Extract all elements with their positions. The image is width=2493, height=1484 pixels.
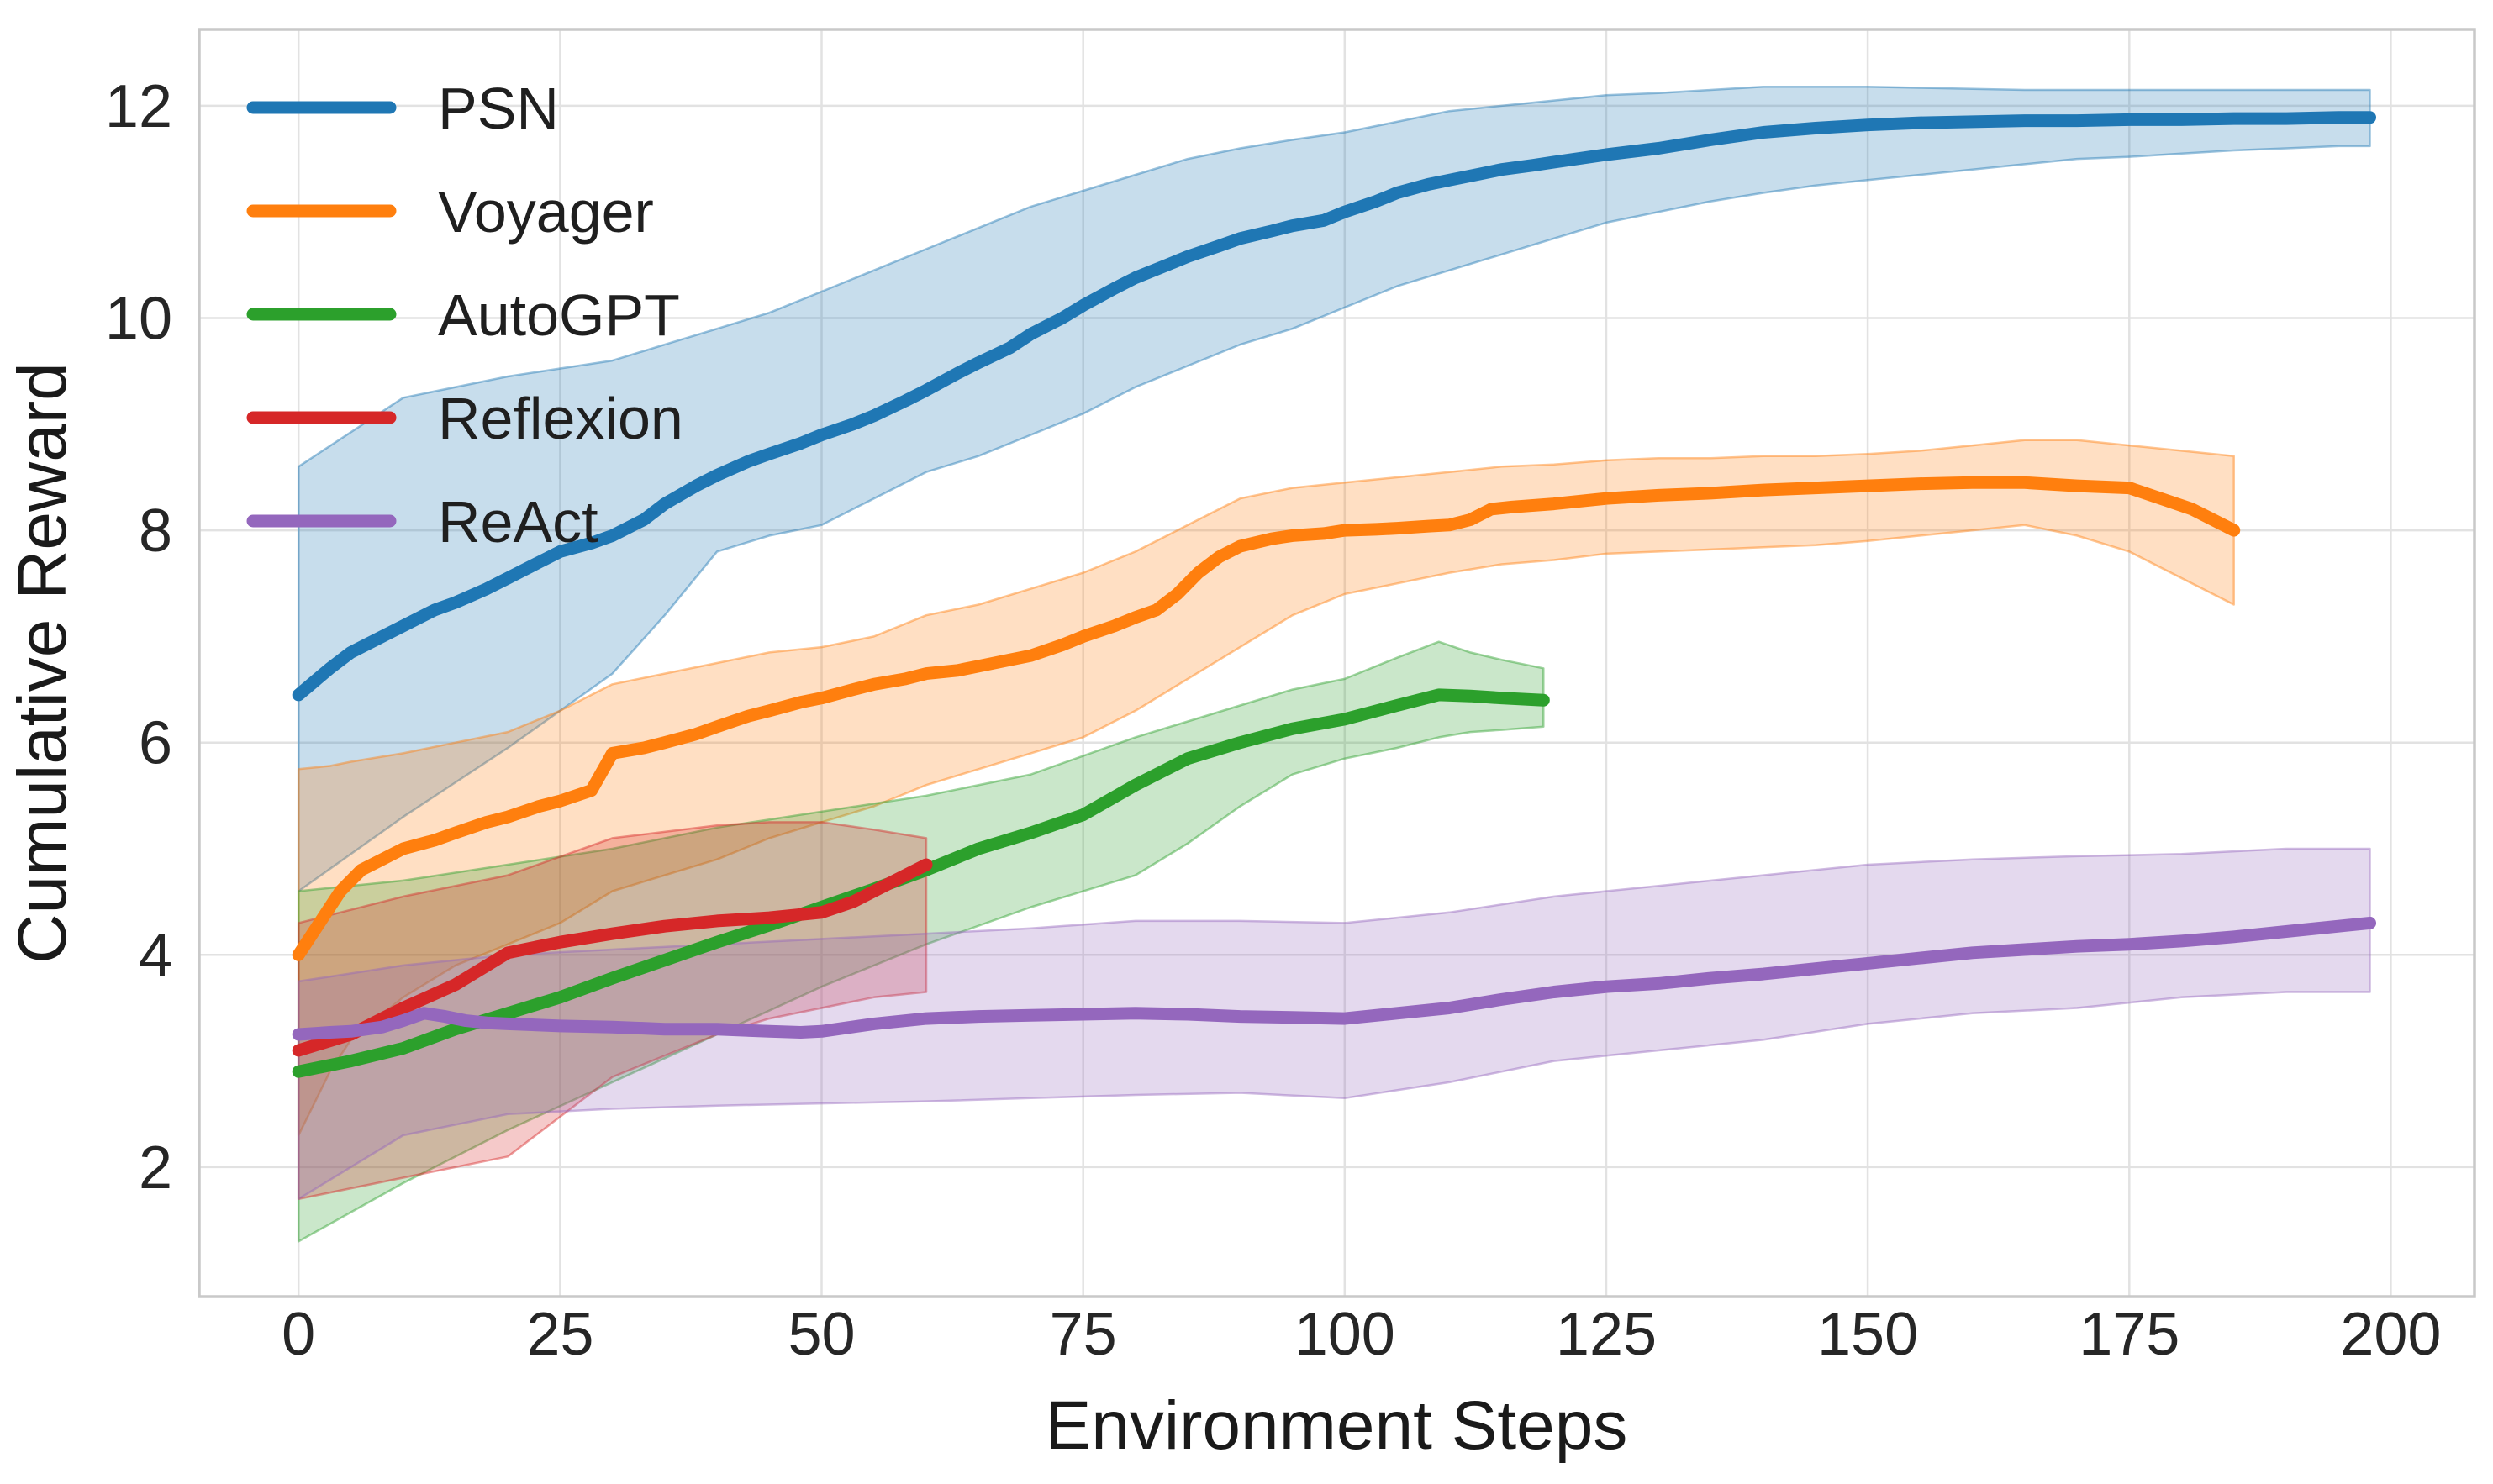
legend-item-autogpt: AutoGPT xyxy=(246,282,680,348)
y-tick-4: 4 xyxy=(139,922,172,989)
series-reflexion-line xyxy=(292,858,933,1057)
series-lines xyxy=(292,111,2376,1078)
y-tick-6: 6 xyxy=(139,710,172,777)
legend-label-reflexion: Reflexion xyxy=(438,386,683,451)
plot-border xyxy=(198,28,2476,1298)
y-tick-2: 2 xyxy=(139,1134,172,1202)
series-autogpt-band xyxy=(297,640,1545,1243)
x-tick-200: 200 xyxy=(2340,1301,2441,1368)
y-tick-12: 12 xyxy=(105,73,172,140)
series-react-line xyxy=(292,916,2376,1041)
legend-label-react: ReAct xyxy=(438,489,598,555)
confidence-bands xyxy=(297,85,2371,1243)
x-tick-labels: 0 25 50 75 100 125 150 175 200 xyxy=(282,1301,2441,1368)
x-tick-175: 175 xyxy=(2079,1301,2179,1368)
legend-label-psn: PSN xyxy=(438,76,559,141)
legend: PSN Voyager AutoGPT Reflexion ReAct xyxy=(246,76,683,555)
legend-item-react: ReAct xyxy=(246,489,598,555)
series-autogpt-line xyxy=(292,688,1550,1078)
legend-item-voyager: Voyager xyxy=(246,179,654,245)
legend-label-voyager: Voyager xyxy=(438,179,654,245)
y-tick-10: 10 xyxy=(105,286,172,353)
legend-item-psn: PSN xyxy=(246,76,559,141)
x-tick-50: 50 xyxy=(788,1301,855,1368)
series-voyager-line xyxy=(292,476,2241,961)
plot-spines xyxy=(198,28,2476,1298)
y-tick-labels: 2 4 6 8 10 12 xyxy=(105,73,172,1202)
x-tick-25: 25 xyxy=(526,1301,593,1368)
series-voyager-band xyxy=(297,439,2235,1137)
legend-item-reflexion: Reflexion xyxy=(246,386,683,451)
x-tick-150: 150 xyxy=(1817,1301,1918,1368)
y-axis-label: Cumulative Reward xyxy=(4,362,81,964)
x-tick-125: 125 xyxy=(1556,1301,1657,1368)
x-tick-0: 0 xyxy=(282,1301,315,1368)
x-axis-label: Environment Steps xyxy=(1046,1387,1628,1464)
series-psn-band xyxy=(297,85,2371,892)
series-psn-line xyxy=(292,111,2376,702)
legend-label-autogpt: AutoGPT xyxy=(438,282,680,348)
x-tick-100: 100 xyxy=(1294,1301,1395,1368)
y-tick-8: 8 xyxy=(139,497,172,565)
x-tick-75: 75 xyxy=(1050,1301,1117,1368)
